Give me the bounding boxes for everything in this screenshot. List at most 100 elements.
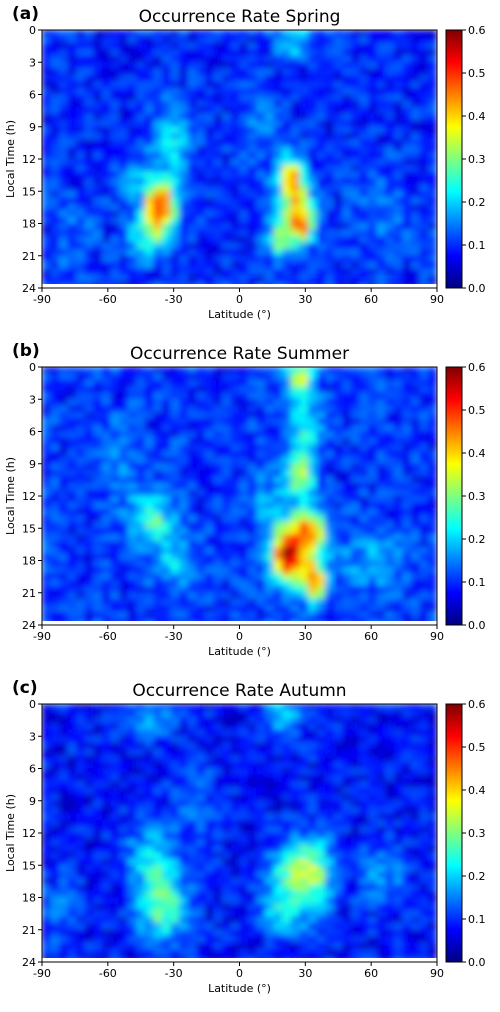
heatmap-cell bbox=[385, 463, 395, 471]
plot-bottom-band bbox=[42, 284, 437, 288]
heatmap-cell bbox=[359, 482, 369, 490]
heatmap-cell bbox=[76, 547, 86, 555]
panel-label: (b) bbox=[12, 341, 40, 361]
heatmap-cell bbox=[136, 723, 146, 731]
heatmap-cell bbox=[368, 261, 378, 269]
heatmap-cell bbox=[161, 437, 172, 445]
heatmap-cell bbox=[368, 242, 378, 250]
heatmap-cell bbox=[419, 373, 429, 381]
heatmap-cell bbox=[76, 113, 86, 121]
heatmap-cell bbox=[359, 540, 369, 548]
heatmap-cell bbox=[307, 560, 318, 568]
heatmap-cell bbox=[307, 42, 318, 50]
heatmap-cell bbox=[410, 495, 421, 503]
heatmap-cell bbox=[179, 560, 189, 568]
heatmap-cell bbox=[393, 210, 403, 218]
heatmap-cell bbox=[299, 444, 309, 452]
heatmap-cell bbox=[230, 132, 240, 140]
heatmap-cell bbox=[42, 469, 51, 477]
heatmap-cell bbox=[307, 152, 318, 160]
heatmap-cell bbox=[196, 236, 206, 244]
heatmap-cell bbox=[342, 274, 352, 282]
heatmap-cell bbox=[179, 171, 189, 179]
heatmap-cell bbox=[204, 373, 215, 381]
heatmap-cell bbox=[410, 611, 421, 619]
heatmap-cell bbox=[58, 598, 69, 606]
heatmap-cell bbox=[316, 100, 326, 108]
heatmap-cell bbox=[264, 781, 275, 789]
heatmap-cell bbox=[110, 178, 120, 186]
heatmap-cell bbox=[213, 30, 223, 37]
heatmap-cell bbox=[299, 132, 309, 140]
heatmap-cell bbox=[161, 30, 172, 37]
heatmap-cell bbox=[101, 261, 111, 269]
heatmap-cell bbox=[213, 386, 223, 394]
heatmap-cell bbox=[204, 787, 215, 795]
heatmap-cell bbox=[179, 424, 189, 432]
heatmap-cell bbox=[144, 948, 154, 956]
heatmap-cell bbox=[136, 55, 146, 63]
heatmap-cell bbox=[179, 755, 189, 763]
heatmap-cell bbox=[67, 373, 77, 381]
heatmap-cell bbox=[179, 61, 189, 69]
heatmap-cell bbox=[428, 586, 437, 594]
heatmap-cell bbox=[179, 229, 189, 237]
heatmap-cell bbox=[50, 761, 60, 769]
heatmap-cell bbox=[136, 916, 146, 924]
heatmap-cell bbox=[50, 573, 60, 581]
heatmap-cell bbox=[136, 210, 146, 218]
heatmap-cell bbox=[385, 171, 395, 179]
heatmap-cell bbox=[196, 800, 206, 808]
heatmap-cell bbox=[402, 120, 412, 128]
heatmap-cell bbox=[84, 903, 94, 911]
heatmap-cell bbox=[58, 839, 69, 847]
heatmap-cell bbox=[368, 81, 378, 89]
heatmap-cell bbox=[170, 424, 180, 432]
heatmap-cell bbox=[179, 923, 189, 931]
heatmap-cell bbox=[136, 405, 146, 413]
heatmap-cell bbox=[428, 547, 437, 555]
heatmap-cell bbox=[50, 450, 60, 458]
heatmap-cell bbox=[247, 87, 257, 95]
heatmap-cell bbox=[247, 704, 257, 711]
heatmap-cell bbox=[76, 605, 86, 613]
heatmap-cell bbox=[290, 184, 300, 192]
chart-title: Occurrence Rate Spring bbox=[139, 7, 341, 27]
heatmap-cell bbox=[402, 586, 412, 594]
heatmap-cell bbox=[307, 508, 318, 516]
heatmap-cell bbox=[196, 598, 206, 606]
heatmap-cell bbox=[410, 94, 421, 102]
heatmap-cell bbox=[153, 489, 163, 497]
heatmap-cell bbox=[247, 398, 257, 406]
heatmap-cell bbox=[144, 373, 154, 381]
heatmap-cell bbox=[170, 469, 180, 477]
heatmap-cell bbox=[282, 165, 292, 173]
heatmap-cell bbox=[118, 800, 129, 808]
heatmap-cell bbox=[299, 566, 309, 574]
heatmap-cell bbox=[230, 379, 240, 387]
heatmap-cell bbox=[213, 579, 223, 587]
heatmap-cell bbox=[136, 469, 146, 477]
heatmap-cell bbox=[161, 145, 172, 153]
heatmap-cell bbox=[101, 74, 111, 82]
heatmap-cell bbox=[50, 547, 60, 555]
heatmap-cell bbox=[136, 139, 146, 147]
heatmap-cell bbox=[110, 566, 120, 574]
heatmap-cell bbox=[50, 742, 60, 750]
heatmap-cell bbox=[264, 120, 275, 128]
heatmap-cell bbox=[204, 268, 215, 276]
heatmap-cell bbox=[144, 723, 154, 731]
heatmap-cell bbox=[196, 132, 206, 140]
heatmap-cell bbox=[299, 68, 309, 76]
heatmap-cell bbox=[42, 457, 51, 465]
heatmap-cell bbox=[368, 274, 378, 282]
heatmap-cell bbox=[230, 165, 240, 173]
heatmap-cell bbox=[84, 431, 94, 439]
heatmap-cell bbox=[204, 100, 215, 108]
heatmap-cell bbox=[316, 489, 326, 497]
heatmap-cell bbox=[359, 268, 369, 276]
heatmap-cell bbox=[385, 197, 395, 205]
heatmap-cell bbox=[350, 579, 361, 587]
heatmap-cell bbox=[264, 126, 275, 134]
heatmap-cell bbox=[127, 534, 137, 542]
